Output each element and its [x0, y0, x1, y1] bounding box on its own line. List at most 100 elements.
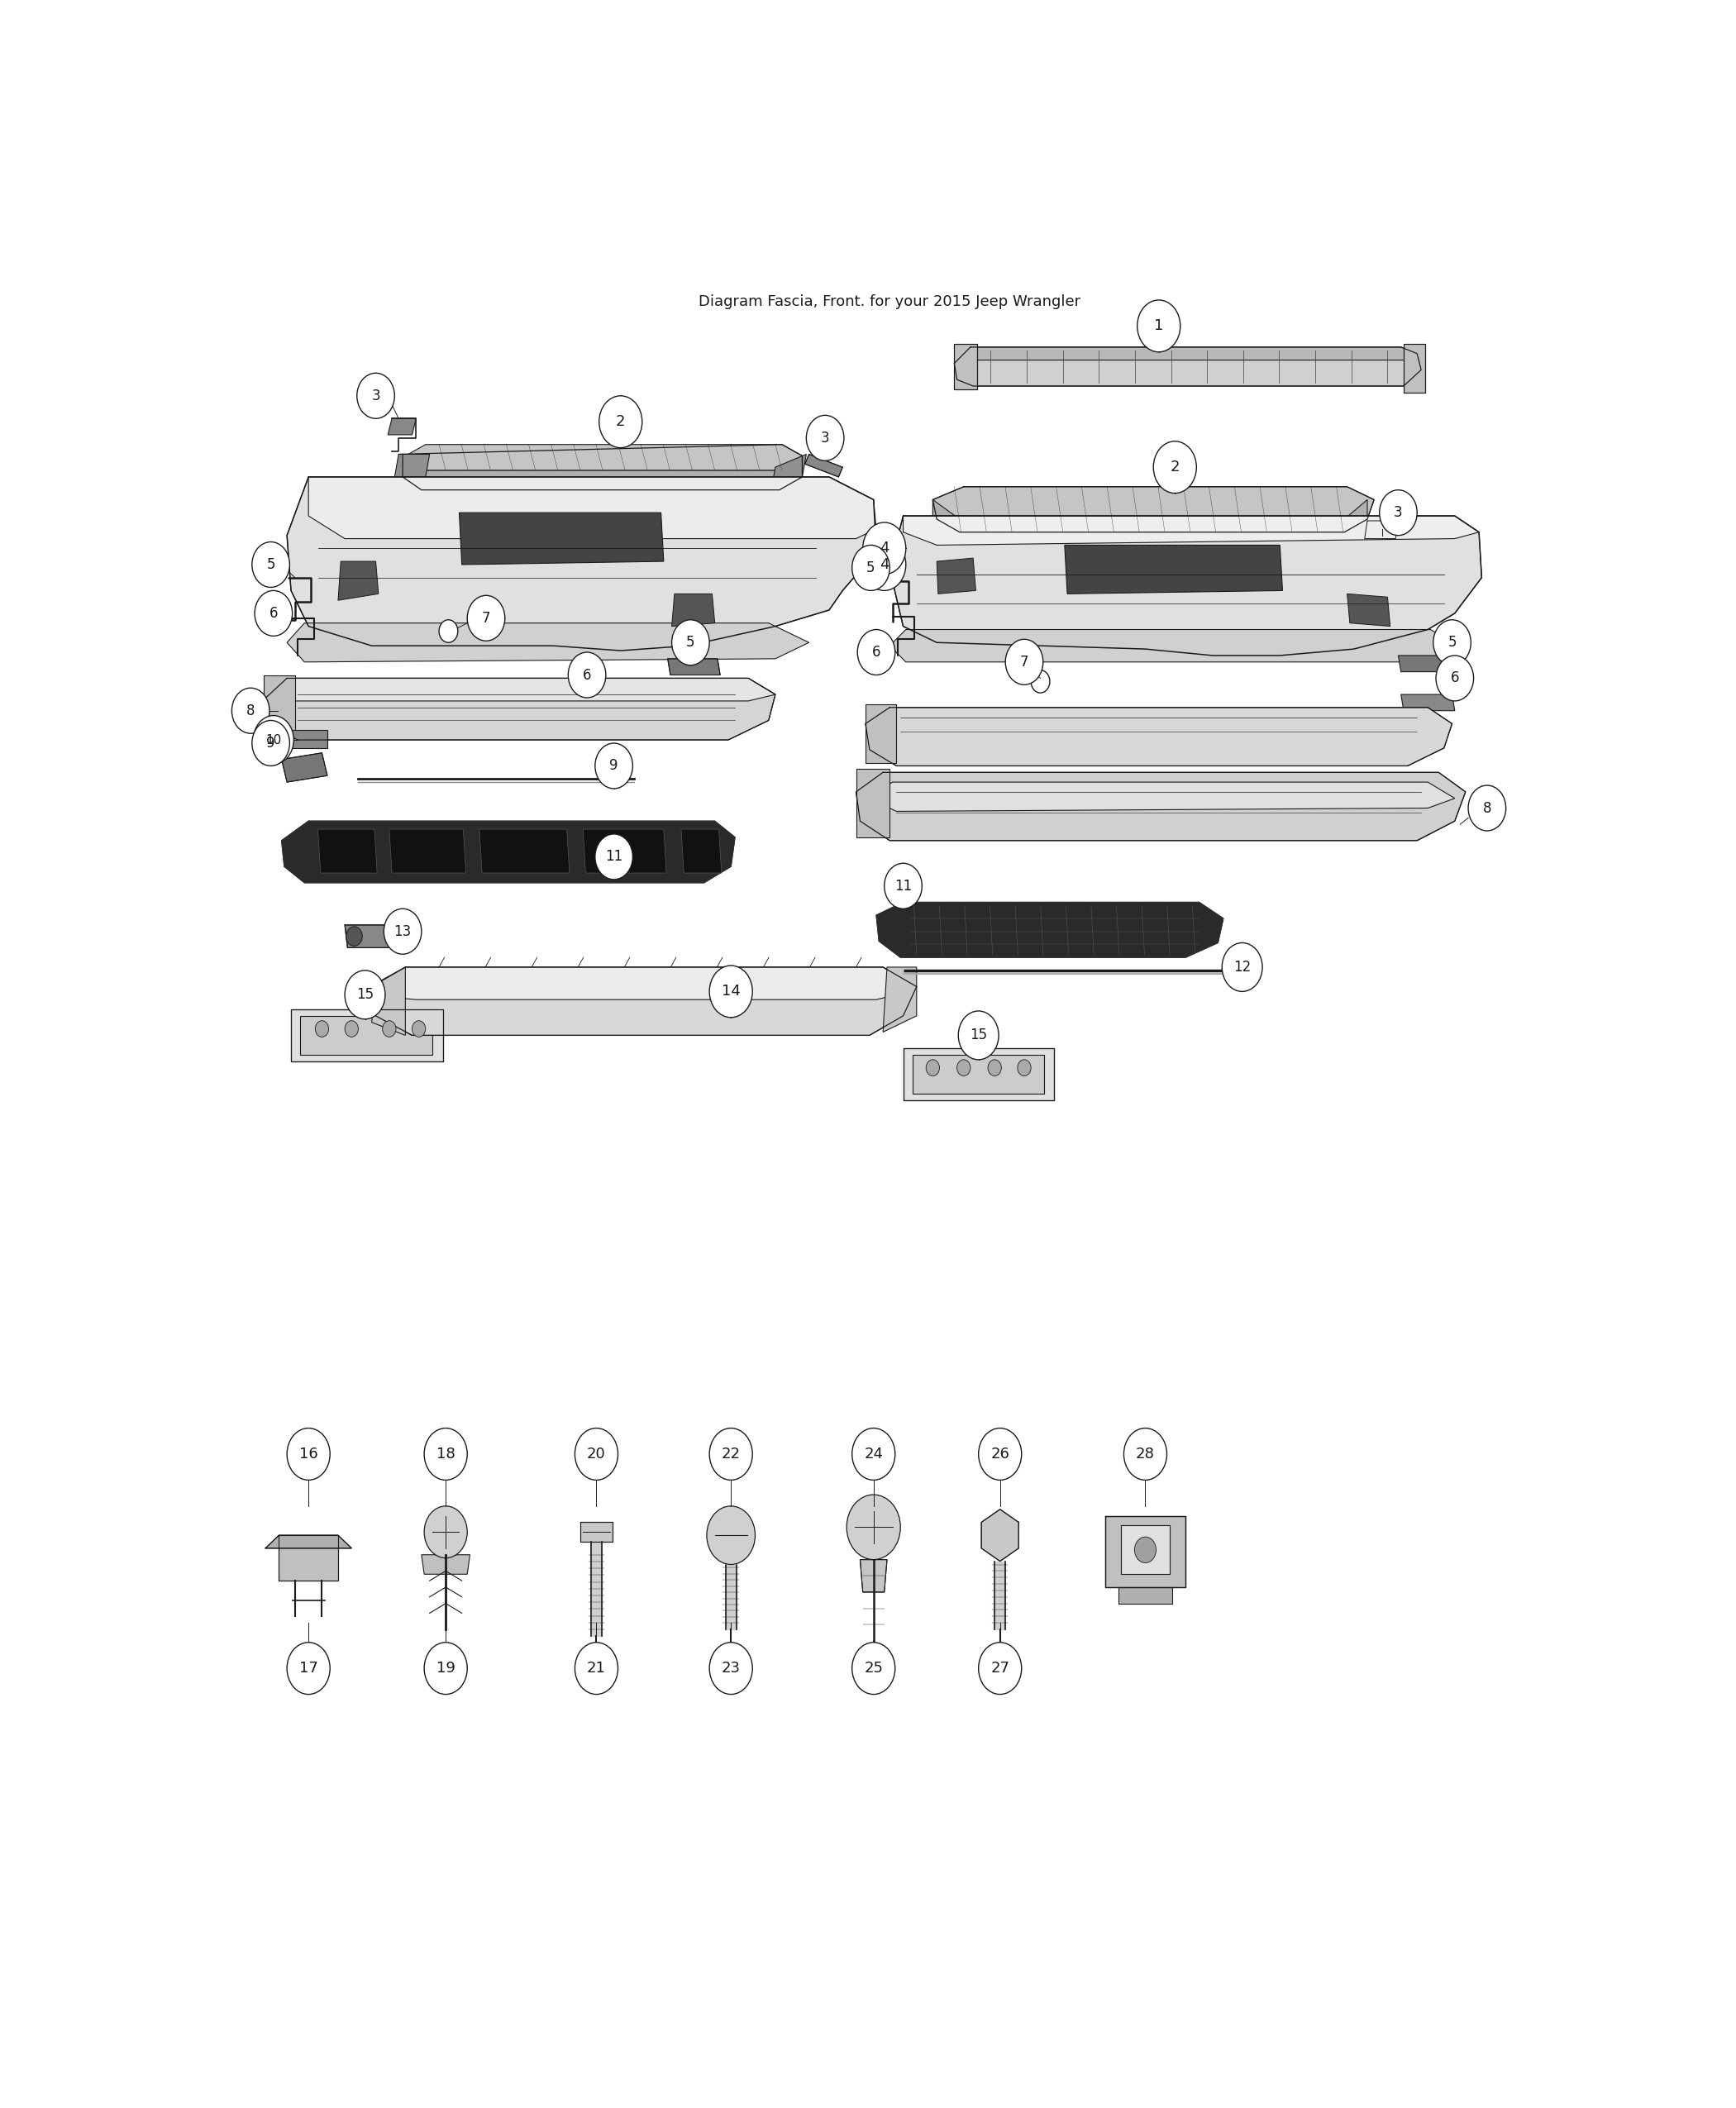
Polygon shape: [264, 675, 295, 736]
Circle shape: [710, 1427, 752, 1480]
Polygon shape: [913, 1054, 1045, 1094]
Polygon shape: [286, 476, 877, 651]
Text: 6: 6: [269, 605, 278, 620]
Circle shape: [424, 1427, 467, 1480]
Polygon shape: [394, 453, 429, 476]
Text: 25: 25: [865, 1661, 884, 1676]
Text: 4: 4: [880, 542, 889, 557]
Circle shape: [382, 1020, 396, 1037]
Circle shape: [599, 396, 642, 447]
Text: 10: 10: [266, 734, 281, 746]
Polygon shape: [866, 708, 1451, 765]
Polygon shape: [903, 1048, 1054, 1100]
Circle shape: [286, 1642, 330, 1695]
Polygon shape: [927, 516, 967, 542]
Polygon shape: [375, 968, 917, 999]
Polygon shape: [339, 561, 378, 601]
Circle shape: [988, 1060, 1002, 1075]
Polygon shape: [856, 772, 1465, 841]
Polygon shape: [1401, 694, 1455, 710]
Circle shape: [958, 1012, 998, 1060]
Circle shape: [957, 1060, 970, 1075]
Polygon shape: [771, 453, 806, 489]
Polygon shape: [422, 1556, 470, 1575]
Text: 28: 28: [1135, 1446, 1154, 1461]
Polygon shape: [1364, 521, 1397, 540]
Circle shape: [1017, 1060, 1031, 1075]
Circle shape: [863, 523, 906, 573]
Polygon shape: [389, 828, 465, 873]
Circle shape: [384, 909, 422, 955]
Text: 13: 13: [394, 923, 411, 938]
Polygon shape: [1064, 546, 1283, 594]
Text: 12: 12: [1233, 959, 1252, 974]
Circle shape: [1222, 942, 1262, 991]
Polygon shape: [866, 704, 896, 763]
Text: 9: 9: [609, 759, 618, 774]
Polygon shape: [281, 753, 328, 782]
Circle shape: [884, 864, 922, 909]
Polygon shape: [806, 453, 842, 476]
Polygon shape: [932, 487, 1375, 531]
Circle shape: [710, 965, 752, 1018]
Circle shape: [852, 1427, 896, 1480]
Text: 11: 11: [606, 850, 623, 864]
Text: 17: 17: [299, 1661, 318, 1676]
Polygon shape: [957, 348, 1417, 360]
Text: 5: 5: [686, 635, 694, 649]
Text: 5: 5: [866, 561, 875, 575]
Text: 3: 3: [372, 388, 380, 403]
Circle shape: [424, 1642, 467, 1695]
Text: 23: 23: [722, 1661, 741, 1676]
Text: Diagram Fascia, Front. for your 2015 Jeep Wrangler: Diagram Fascia, Front. for your 2015 Jee…: [698, 295, 1082, 310]
Polygon shape: [1118, 1587, 1172, 1604]
Circle shape: [568, 651, 606, 698]
Circle shape: [253, 715, 293, 765]
Circle shape: [575, 1642, 618, 1695]
Text: 6: 6: [1451, 670, 1458, 685]
Polygon shape: [271, 679, 776, 702]
Polygon shape: [266, 1535, 351, 1547]
Circle shape: [1380, 489, 1417, 535]
Circle shape: [316, 1020, 328, 1037]
Circle shape: [345, 970, 385, 1018]
Polygon shape: [286, 624, 809, 662]
Text: 8: 8: [1483, 801, 1491, 816]
Polygon shape: [345, 925, 394, 949]
Polygon shape: [995, 1562, 1005, 1629]
Circle shape: [411, 1020, 425, 1037]
Circle shape: [806, 415, 844, 462]
Polygon shape: [479, 828, 569, 873]
Text: 19: 19: [436, 1661, 455, 1676]
Text: 1: 1: [1154, 318, 1163, 333]
Polygon shape: [583, 828, 667, 873]
Circle shape: [439, 620, 458, 643]
Polygon shape: [859, 1560, 887, 1592]
Polygon shape: [868, 782, 1455, 812]
Polygon shape: [889, 516, 1481, 656]
Text: 9: 9: [267, 736, 274, 750]
Circle shape: [672, 620, 710, 666]
Polygon shape: [1397, 656, 1446, 672]
Circle shape: [595, 744, 632, 788]
Polygon shape: [387, 419, 417, 434]
Polygon shape: [856, 769, 889, 837]
Circle shape: [979, 1642, 1021, 1695]
Polygon shape: [681, 828, 722, 873]
Polygon shape: [668, 658, 720, 675]
Text: 5: 5: [267, 557, 274, 571]
Circle shape: [1434, 620, 1470, 666]
Circle shape: [710, 1642, 752, 1695]
Text: 2: 2: [1170, 460, 1180, 474]
Circle shape: [345, 1020, 358, 1037]
Text: 20: 20: [587, 1446, 606, 1461]
Text: 24: 24: [865, 1446, 884, 1461]
Circle shape: [852, 546, 891, 590]
Circle shape: [1137, 299, 1180, 352]
Circle shape: [255, 590, 292, 637]
Polygon shape: [318, 828, 377, 873]
Circle shape: [252, 721, 290, 765]
Polygon shape: [726, 1564, 736, 1629]
Polygon shape: [372, 968, 406, 1035]
Polygon shape: [403, 455, 802, 489]
